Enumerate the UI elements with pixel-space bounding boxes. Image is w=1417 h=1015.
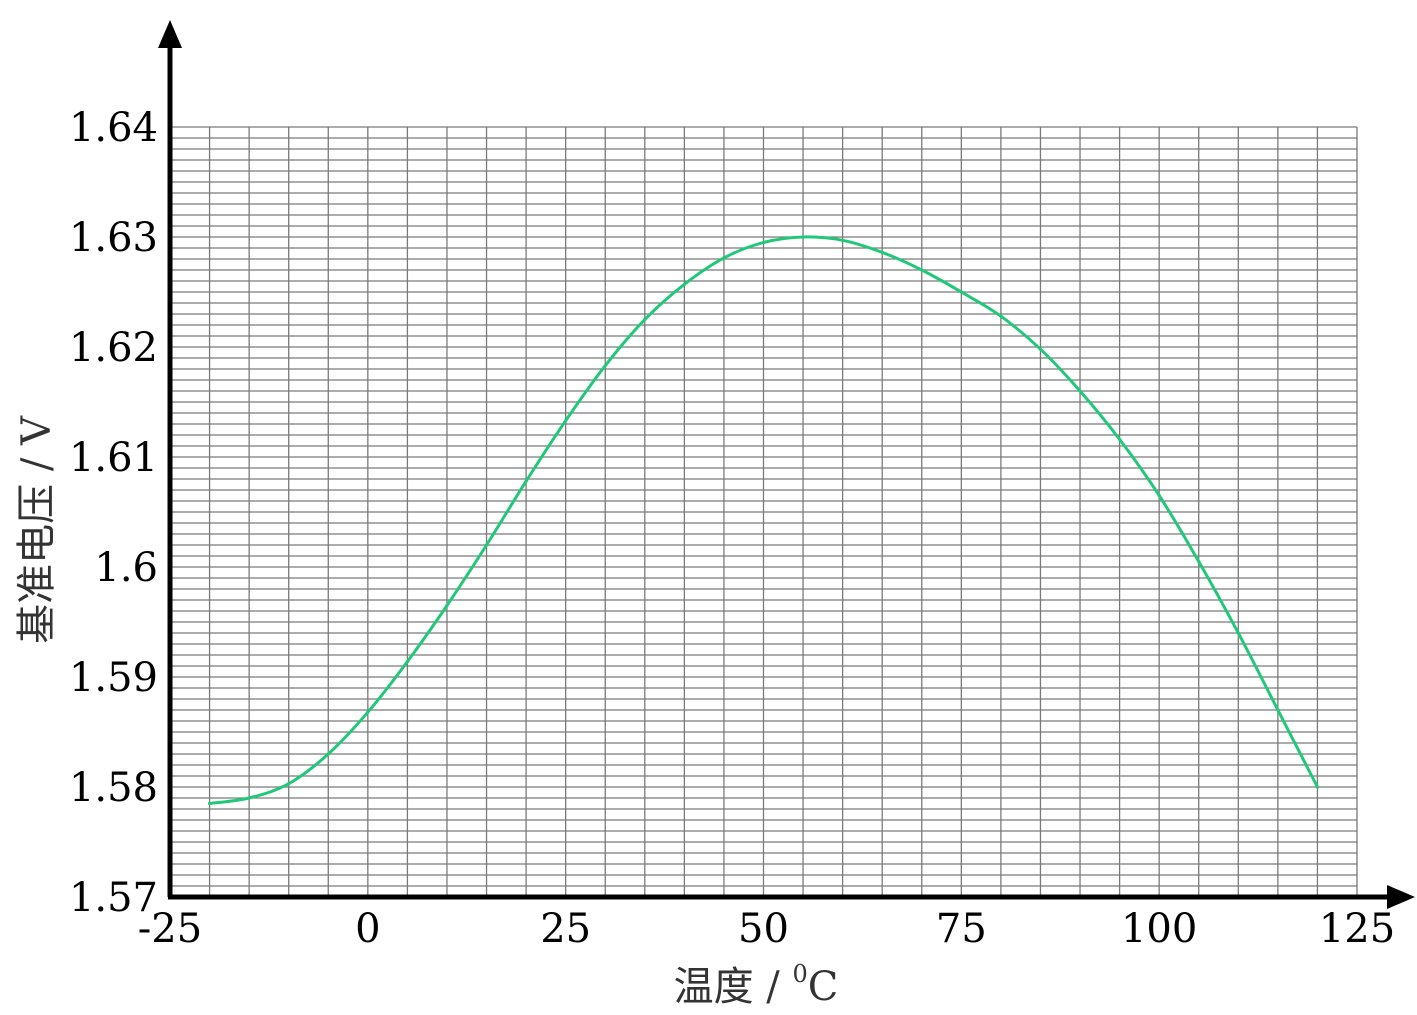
tick-labels: -25 0 25 50 75 100 125 1.57 1.58 1.59 1.6 1.61 1.62 1… (69, 105, 1395, 952)
data-point (1118, 437, 1122, 441)
data-point (1315, 785, 1320, 789)
data-point (287, 782, 291, 786)
data-point (801, 235, 805, 239)
data-point (682, 282, 686, 286)
x-tick-label: 50 (738, 906, 789, 952)
y-tick-label: 1.58 (69, 765, 158, 811)
x-axis-arrow (1387, 885, 1415, 909)
data-point (761, 240, 766, 245)
data-point (999, 314, 1003, 318)
y-tick-label: 1.64 (69, 105, 158, 151)
data-point (722, 256, 726, 260)
data-point (326, 752, 330, 756)
data-point (1236, 631, 1240, 635)
x-tick-label: 125 (1319, 906, 1395, 952)
x-tick-label: 25 (540, 906, 591, 952)
x-axis-title-superscript: 0 (793, 960, 808, 988)
data-point (643, 317, 647, 322)
data-point (524, 479, 528, 483)
grid (169, 126, 1358, 898)
data-point (880, 250, 884, 254)
series-layer (207, 235, 1320, 806)
data-point (405, 660, 409, 664)
y-axis-arrow (158, 20, 182, 48)
y-tick-label: 1.57 (69, 875, 158, 921)
data-point (603, 364, 607, 368)
data-point (920, 268, 924, 272)
data-point (841, 238, 845, 242)
data-point (247, 796, 251, 800)
data-point (1276, 708, 1280, 712)
x-tick-label: 100 (1121, 906, 1197, 952)
data-point (1157, 493, 1161, 498)
data-point (1078, 389, 1082, 393)
y-axis-title: 基准电压 / V (14, 415, 60, 644)
data-point (1197, 559, 1201, 564)
data-point (484, 543, 489, 547)
axes (158, 20, 1415, 909)
data-point (959, 290, 963, 294)
x-tick-label: 0 (355, 906, 380, 952)
y-tick-label: 1.59 (69, 655, 158, 701)
x-axis-title-unit: C (808, 964, 839, 1010)
data-point (445, 603, 449, 608)
y-tick-label: 1.63 (69, 215, 158, 261)
data-point (1038, 347, 1043, 351)
data-point (207, 801, 212, 806)
x-tick-label: -25 (138, 906, 202, 952)
y-tick-label: 1.61 (69, 435, 158, 481)
data-point (564, 419, 568, 423)
data-point (366, 710, 370, 714)
x-axis-title: 温度 / 0C (674, 960, 839, 1010)
y-tick-label: 1.6 (94, 545, 158, 591)
x-tick-label: 75 (936, 906, 987, 952)
y-tick-label: 1.62 (69, 325, 158, 371)
